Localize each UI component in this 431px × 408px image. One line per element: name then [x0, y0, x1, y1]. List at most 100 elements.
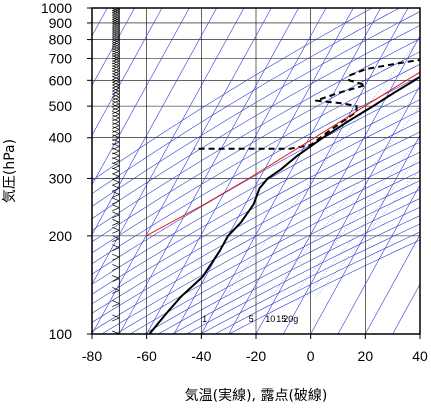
wind-barb [112, 226, 120, 234]
wind-barb [112, 18, 120, 26]
y-tick-label: 300 [49, 170, 73, 186]
guide-lines-layer [92, 8, 420, 334]
wind-barb [112, 45, 120, 53]
isotherm-line [255, 35, 420, 334]
mixing-ratio-line [224, 37, 420, 298]
wind-barb [112, 103, 120, 111]
dry-adiabat-line [158, 198, 420, 334]
wind-barb [112, 122, 120, 129]
isotherm-line [283, 84, 420, 334]
series-layer [145, 58, 420, 334]
wind-barb [112, 191, 120, 198]
y-tick-label: 600 [49, 72, 73, 88]
wind-barb [112, 110, 120, 118]
isotherm-line [92, 8, 190, 186]
x-axis-label: 気温(実線), 露点(破線) [185, 388, 328, 404]
dry-adiabat-line [92, 25, 420, 219]
x-tick-label: -20 [246, 348, 266, 364]
dry-adiabat-line [92, 8, 373, 182]
wind-barb [112, 300, 120, 307]
dry-adiabat-line [92, 131, 420, 314]
wind-barb [112, 36, 120, 44]
y-tick-label: 700 [49, 50, 73, 66]
isotherm-line [119, 8, 299, 334]
mixing-ratio-line [292, 137, 420, 298]
wind-barb [112, 11, 120, 19]
wind-barb [112, 184, 120, 192]
dry-adiabat-line [92, 8, 400, 195]
wind-barb [112, 41, 120, 48]
isotherm-line [365, 233, 420, 334]
x-tick-label: 0 [307, 348, 315, 364]
x-axis: -80 -60 -40 -20 0 20 40 [82, 334, 428, 364]
y-axis-label: 気圧(hPa) [2, 139, 18, 203]
wind-barb [112, 24, 120, 32]
wind-barb [112, 22, 120, 30]
wind-barb [112, 107, 120, 115]
dry-adiabat-line [115, 170, 420, 334]
dry-adiabat-line [92, 76, 420, 265]
dry-adiabat-line [92, 99, 420, 285]
isotherm-line [146, 8, 327, 334]
wind-barb [112, 30, 120, 38]
dry-adiabat-line [101, 161, 420, 334]
x-tick-label: -40 [191, 348, 211, 364]
wind-barb [112, 43, 120, 51]
wind-barbs-layer [112, 8, 120, 334]
wind-barb [112, 130, 120, 137]
dry-adiabat-line [92, 87, 420, 275]
isotherm-line [92, 8, 217, 236]
wind-barb [112, 26, 120, 34]
wind-barb [112, 118, 120, 126]
mixing-ratio-line [270, 106, 420, 298]
y-tick-label: 1000 [41, 0, 72, 16]
wind-barb [112, 134, 120, 142]
wind-barb [112, 13, 120, 21]
mixing-ratio-label: 5 [249, 314, 254, 324]
wind-barb [112, 211, 120, 219]
dry-adiabat-line [92, 63, 420, 254]
y-tick-label: 800 [49, 32, 73, 48]
isotherm-line [92, 8, 245, 285]
mixing-ratio-label: 20g [283, 314, 298, 324]
x-tick-label: -80 [82, 348, 102, 364]
y-tick-label: 200 [49, 228, 73, 244]
isotherm-line [228, 8, 409, 334]
wind-barb [112, 178, 120, 186]
wind-barb [112, 15, 120, 22]
wind-barb [112, 204, 120, 212]
dry-adiabat-line [129, 180, 420, 334]
wind-barb [112, 287, 120, 294]
wind-barb [112, 235, 120, 243]
wind-barb [112, 253, 120, 261]
mixing-ratio-label: 15 [276, 314, 286, 324]
y-tick-label: 900 [49, 15, 73, 31]
dry-adiabat-line [143, 189, 420, 334]
dry-adiabat-line [92, 121, 420, 305]
wind-barb [112, 34, 120, 42]
y-tick-label: 100 [49, 326, 73, 342]
y-tick-label: 500 [49, 98, 73, 114]
wind-barb [112, 100, 120, 108]
temperature-curve [148, 75, 420, 334]
mixing-ratio-label: 10 [265, 314, 275, 324]
wind-barb [112, 20, 120, 28]
wind-barb [112, 126, 120, 133]
wind-barb [112, 275, 120, 282]
wind-barb [112, 143, 120, 150]
dry-adiabat-line [92, 151, 420, 332]
isotherm-line [92, 8, 163, 136]
wind-barb [112, 39, 120, 46]
dry-adiabat-line [92, 110, 420, 295]
x-tick-label: 40 [412, 348, 428, 364]
wind-barb [112, 314, 120, 322]
x-tick-label: 20 [358, 348, 374, 364]
wind-barb [112, 173, 120, 180]
wind-barb [112, 167, 120, 175]
mixing-ratio-label: 1 [202, 314, 207, 324]
isotherm-line [337, 184, 420, 334]
dewpoint-curve [193, 58, 420, 150]
wind-barb [112, 9, 120, 17]
